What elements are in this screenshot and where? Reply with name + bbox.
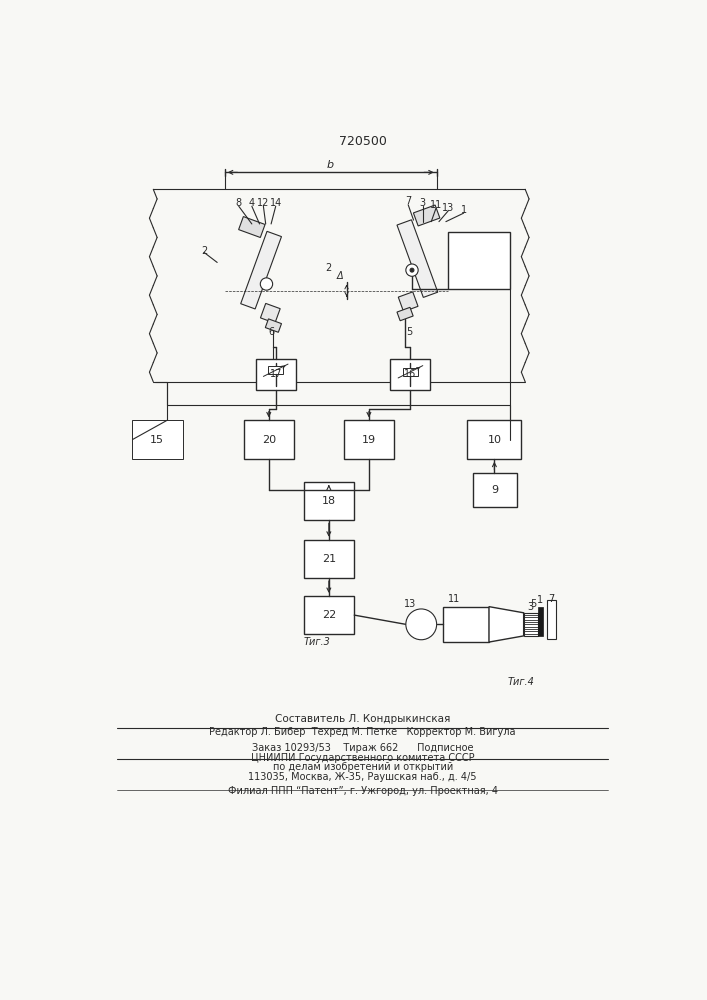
Text: 20: 20	[262, 435, 276, 445]
Polygon shape	[260, 303, 280, 323]
Polygon shape	[489, 607, 524, 642]
Bar	[448, 232, 510, 289]
Bar	[344, 420, 395, 459]
Polygon shape	[239, 217, 265, 237]
Polygon shape	[397, 220, 438, 297]
Bar	[268, 366, 284, 374]
Text: 17: 17	[269, 369, 282, 379]
Text: 2: 2	[326, 263, 332, 273]
Text: 22: 22	[322, 610, 336, 620]
Bar	[547, 600, 556, 639]
Bar	[537, 607, 543, 636]
Text: Редактор Л. Бибер  Техред М. Петке   Корректор М. Вигула: Редактор Л. Бибер Техред М. Петке Коррек…	[209, 727, 516, 737]
Text: Филиал ППП “Патент”, г. Ужгород, ул. Проектная, 4: Филиал ППП “Патент”, г. Ужгород, ул. Про…	[228, 786, 498, 796]
Text: 1: 1	[537, 595, 543, 605]
Bar	[304, 482, 354, 520]
Polygon shape	[398, 292, 418, 312]
Text: Составитель Л. Кондрыкинская: Составитель Л. Кондрыкинская	[275, 714, 450, 724]
Text: 11: 11	[430, 200, 442, 210]
Circle shape	[260, 278, 273, 290]
Text: по делам изобретений и открытий: по делам изобретений и открытий	[273, 762, 453, 772]
Text: 3: 3	[527, 602, 534, 612]
Circle shape	[406, 264, 418, 276]
Bar	[304, 596, 354, 634]
Text: 9: 9	[491, 485, 498, 495]
Bar	[443, 607, 489, 642]
Text: 10: 10	[487, 435, 501, 445]
Text: 1: 1	[460, 205, 467, 215]
Bar	[473, 473, 517, 507]
Text: 11: 11	[448, 594, 460, 604]
Bar	[256, 359, 296, 389]
Bar	[403, 368, 418, 376]
Text: 14: 14	[269, 198, 282, 208]
Text: 18: 18	[322, 496, 336, 506]
Circle shape	[406, 609, 437, 640]
Bar	[524, 613, 537, 636]
Text: 19: 19	[362, 435, 376, 445]
Text: b: b	[327, 160, 334, 170]
Text: 15: 15	[150, 435, 164, 445]
Text: Τиг.3: Τиг.3	[304, 637, 331, 647]
Text: 5: 5	[407, 327, 413, 337]
Text: 4: 4	[249, 198, 255, 208]
Polygon shape	[265, 319, 281, 332]
Polygon shape	[397, 307, 413, 321]
Circle shape	[410, 268, 414, 272]
Text: 2: 2	[201, 246, 207, 256]
Text: 6: 6	[268, 327, 274, 337]
Text: Δ: Δ	[337, 271, 344, 281]
Bar	[132, 420, 182, 459]
Text: Заказ 10293/53    Тираж 662      Подписное: Заказ 10293/53 Тираж 662 Подписное	[252, 743, 474, 753]
Text: 21: 21	[322, 554, 336, 564]
Text: 12: 12	[257, 198, 269, 208]
Bar	[244, 420, 294, 459]
Bar	[467, 420, 521, 459]
Polygon shape	[414, 205, 440, 226]
Text: 13: 13	[404, 599, 416, 609]
Text: 13: 13	[442, 203, 455, 213]
Text: 113035, Москва, Ж-35, Раушская наб., д. 4/5: 113035, Москва, Ж-35, Раушская наб., д. …	[248, 772, 477, 782]
Text: 3: 3	[420, 198, 426, 208]
Text: 7: 7	[405, 196, 411, 206]
Text: 720500: 720500	[339, 135, 387, 148]
Text: 5: 5	[530, 599, 537, 609]
Text: 7: 7	[548, 594, 554, 604]
Text: ЦНИИПИ Государственного комитета СССР: ЦНИИПИ Государственного комитета СССР	[251, 753, 474, 763]
Text: 16: 16	[404, 369, 416, 379]
Text: Τиг.4: Τиг.4	[508, 677, 534, 687]
Text: 8: 8	[235, 198, 242, 208]
Bar	[390, 359, 431, 389]
Polygon shape	[240, 231, 281, 309]
Bar	[304, 540, 354, 578]
